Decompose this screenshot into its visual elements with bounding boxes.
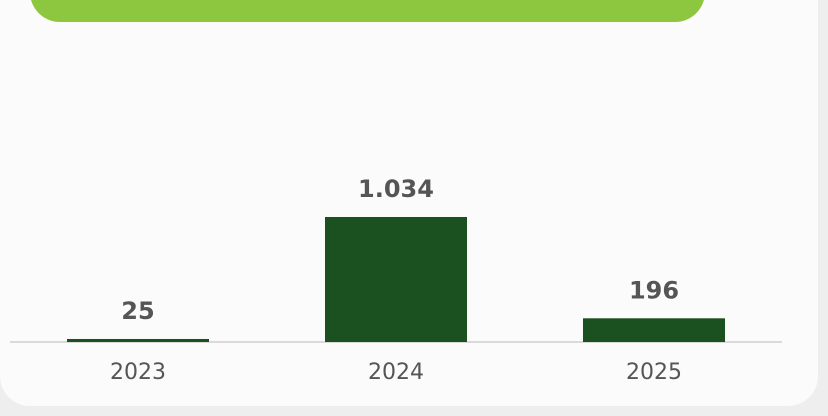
x-tick-label: 2024 [368,360,424,385]
x-tick-label: 2023 [110,360,166,385]
bar [67,338,209,342]
x-tick-label: 2025 [626,360,682,385]
value-label: 196 [629,276,679,304]
value-label: 1.034 [358,175,434,203]
bar [583,318,725,342]
bar [325,217,467,342]
banner [31,0,704,22]
card [0,0,818,406]
value-label: 25 [121,297,154,325]
